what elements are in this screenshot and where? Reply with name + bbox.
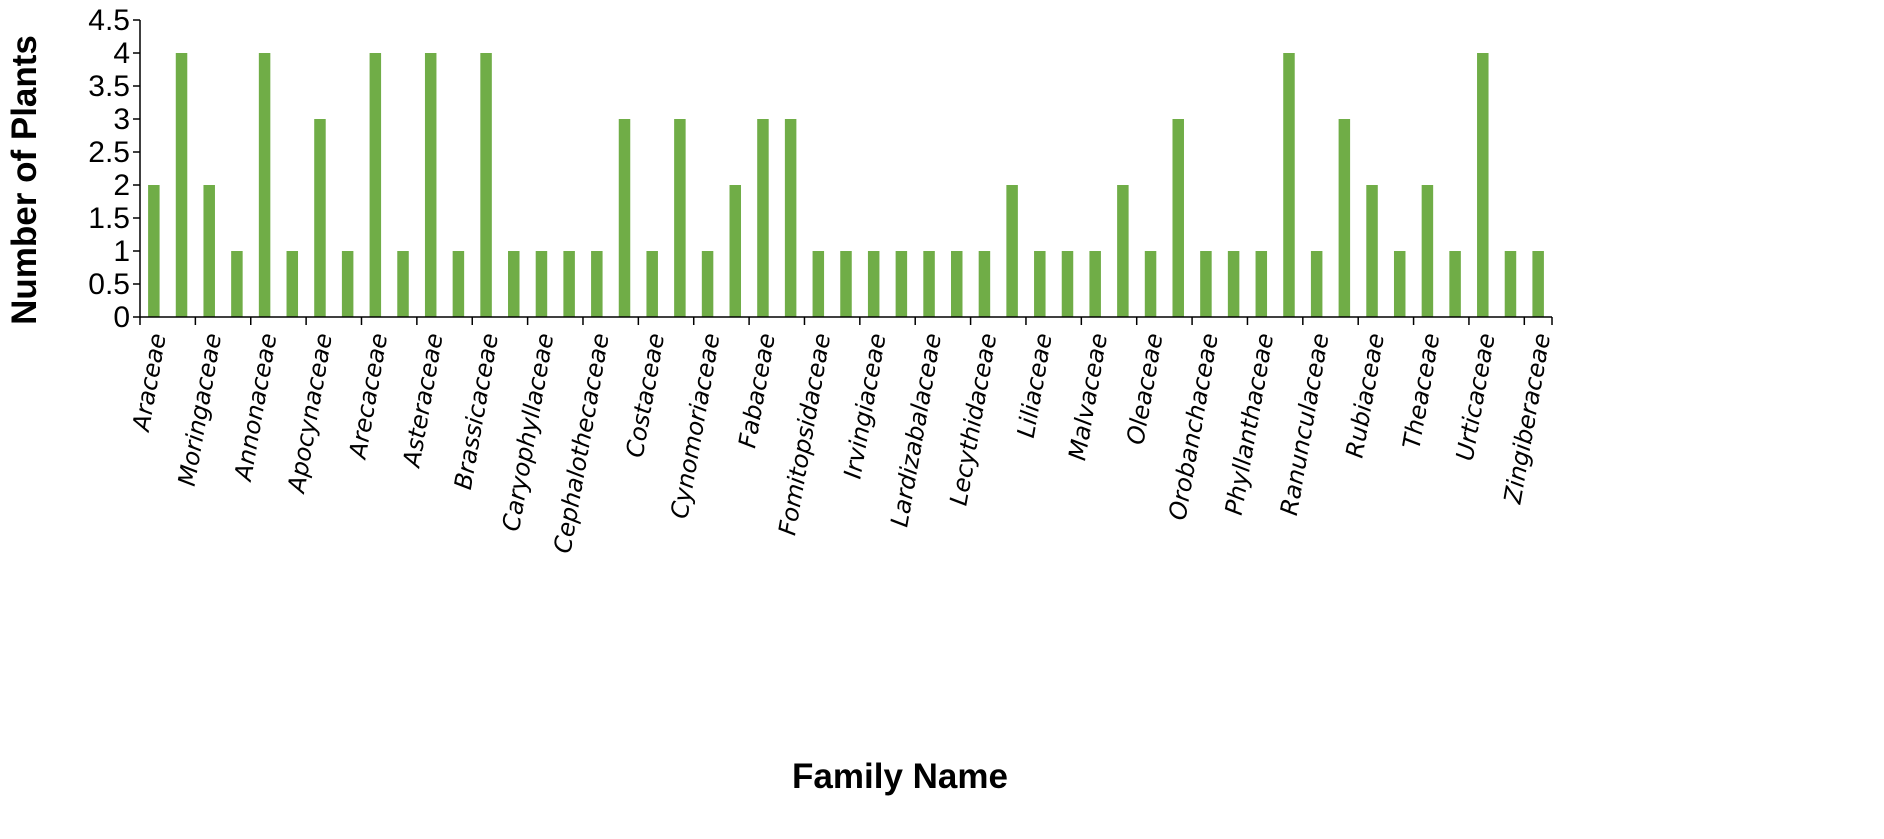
bar [1200,251,1212,317]
bar [867,251,880,317]
bar [701,251,714,317]
bar [591,251,603,317]
bar [1034,251,1046,317]
bar [175,53,188,317]
bar [1006,185,1018,317]
x-tick-label: Araceae [127,331,172,435]
x-tick-label: Theaceae [1397,331,1445,451]
bar [1532,251,1544,317]
y-tick-label: 3 [113,103,130,136]
bar [148,185,160,317]
bar [840,251,852,317]
bar [1449,251,1461,317]
bar [1089,251,1101,317]
x-tick-label: Brassicaceae [449,331,504,492]
x-tick-label: Apocynaceae [282,331,338,496]
bar [618,119,631,317]
x-tick-label: Malvaceae [1063,331,1113,462]
bar [369,53,382,317]
bar [1061,251,1074,317]
bar [1477,53,1489,317]
bar [397,251,409,317]
bar [729,185,742,317]
bar [1172,119,1184,317]
y-axis-title: Number of Plants [5,35,44,325]
bar [923,251,935,317]
bar [452,251,465,317]
bar [1338,119,1351,317]
x-tick-label: Asteraceae [397,331,448,471]
bar [674,119,686,317]
bar [812,251,825,317]
x-tick-label: Ranunculaceae [1275,331,1335,517]
x-tick-label: Irvingiaceae [838,331,891,481]
x-tick-label: Oleaceae [1121,331,1168,447]
bar [231,251,243,317]
bar [535,251,548,317]
bar [1255,251,1268,317]
x-tick-label: Fomitopsidaceae [773,331,836,537]
x-tick-label: Urticaceae [1451,331,1501,463]
bar [286,251,299,317]
y-tick-label: 1.5 [88,202,130,235]
x-tick-label: Cynomoriaceae [665,331,725,521]
x-tick-label: Phyllanthaceae [1220,331,1280,517]
bar [1117,185,1129,317]
y-tick-label: 2.5 [88,136,130,169]
x-tick-label: Orobanchaceae [1163,331,1223,522]
bar [508,251,520,317]
bar [314,119,326,317]
x-tick-label: Caryophyllaceae [497,331,559,533]
bar [1421,185,1434,317]
x-tick-label: Fabaceae [733,331,781,450]
x-tick-label: Lecythidaceae [945,331,1003,507]
y-tick-label: 4.5 [88,4,130,37]
bar [784,119,797,317]
bar [950,251,963,317]
y-tick-label: 0 [113,301,130,334]
x-tick-label: Cephalothecaceae [548,331,614,555]
bar [563,251,575,317]
bar [1393,251,1406,317]
x-tick-label: Moringaceae [173,331,227,488]
bar [341,251,354,317]
bar [1227,251,1240,317]
x-tick-label: Liliaceae [1012,331,1058,440]
bar [424,53,437,317]
y-tick-label: 3.5 [88,70,130,103]
x-tick-label: Lardizabalaceae [885,331,947,529]
x-tick-label: Zingiberaceae [1498,331,1556,506]
y-tick-label: 4 [113,37,130,70]
bar [203,185,215,317]
x-tick-label: Rubiaceae [1341,331,1390,460]
y-axis-ticks: 00.511.522.533.544.5 [88,4,140,334]
bar [978,251,991,317]
bar [1310,251,1323,317]
bar [895,251,908,317]
bar [480,53,492,317]
x-axis-ticks: Araceae Moringaceae Annonaceae Apocynaceae A… [127,317,1556,555]
bar [1144,251,1157,317]
bar [1283,53,1295,317]
x-tick-label: Annonaceae [229,331,283,484]
y-tick-label: 1 [113,235,130,268]
bar [646,251,658,317]
bar [1504,251,1517,317]
bar [1366,185,1378,317]
bar [757,119,769,317]
x-tick-label: Costaceae [621,331,670,459]
bars [148,53,1544,317]
x-tick-label: Arecaceae [343,331,393,462]
y-tick-label: 0.5 [88,268,130,301]
bar [258,53,271,317]
x-axis-title: Family Name [792,757,1008,796]
y-tick-label: 2 [113,169,130,202]
